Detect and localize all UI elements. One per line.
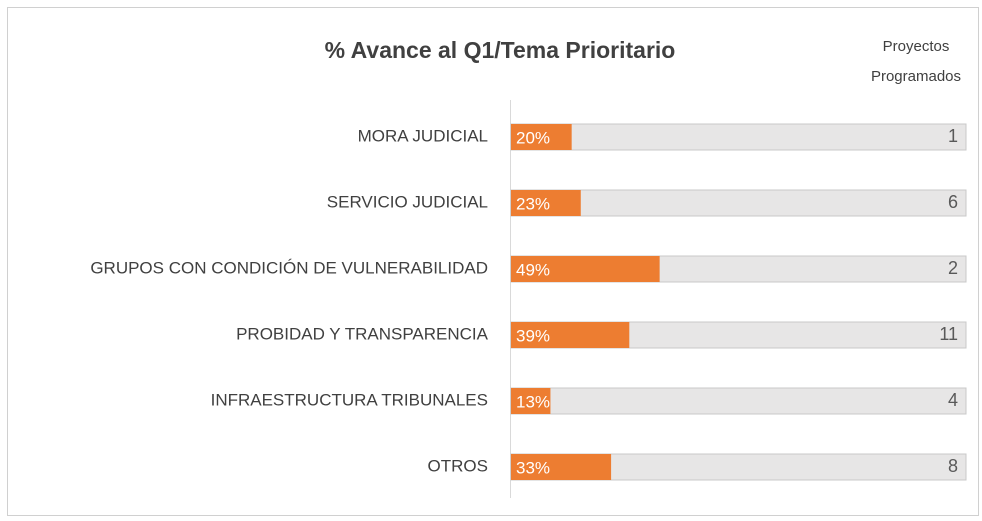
category-label: GRUPOS CON CONDICIÓN DE VULNERABILIDAD [90, 258, 488, 277]
data-label: 20% [516, 128, 550, 147]
track [510, 189, 967, 217]
track [510, 387, 967, 415]
category-label: INFRAESTRUCTURA TRIBUNALES [211, 390, 488, 409]
bar [511, 190, 581, 216]
chart-title: % Avance al Q1/Tema Prioritario [325, 37, 676, 63]
bar [511, 322, 630, 348]
bar [511, 454, 612, 480]
column-header: Programados [871, 68, 961, 85]
data-label: 23% [516, 194, 550, 213]
data-label: 13% [516, 392, 550, 411]
data-label: 33% [516, 458, 550, 477]
data-label: 39% [516, 326, 550, 345]
count-label: 4 [948, 390, 958, 410]
bar [511, 388, 551, 414]
count-label: 11 [939, 324, 958, 344]
bar [511, 124, 572, 150]
category-label: PROBIDAD Y TRANSPARENCIA [236, 324, 489, 343]
count-label: 8 [948, 456, 958, 476]
column-header: Proyectos [883, 38, 950, 55]
category-label: OTROS [428, 456, 488, 475]
category-label: SERVICIO JUDICIAL [327, 192, 488, 211]
data-label: 49% [516, 260, 550, 279]
track [510, 123, 967, 151]
count-label: 1 [948, 126, 958, 146]
count-label: 6 [948, 192, 958, 212]
category-label: MORA JUDICIAL [358, 126, 488, 145]
bar [511, 256, 660, 282]
count-label: 2 [948, 258, 958, 278]
